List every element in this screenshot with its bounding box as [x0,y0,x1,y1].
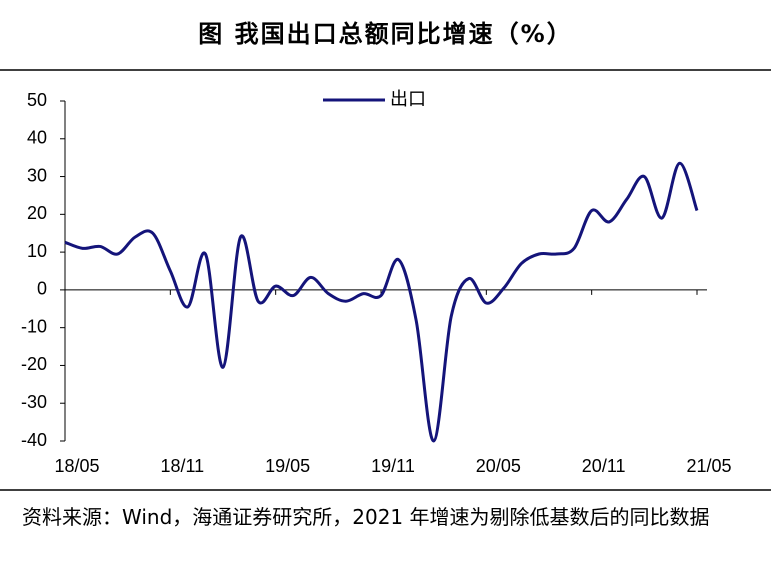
y-tick-label: -30 [21,392,47,412]
y-tick-label: 50 [27,90,47,110]
legend-label: 出口 [390,89,426,109]
chart-title: 图 我国出口总额同比增速（%） [198,20,573,48]
x-tick-label: 18/11 [160,456,204,476]
y-tick-label: -20 [21,354,47,374]
y-tick-label: 20 [27,203,47,223]
x-tick-label: 20/11 [582,456,626,476]
x-tick-label: 21/05 [686,456,731,476]
y-tick-label: 10 [27,241,47,261]
y-tick-label: 30 [27,165,47,185]
y-tick-label: -10 [21,316,47,336]
x-tick-label: 19/11 [371,456,415,476]
source-note: 资料来源：Wind，海通证券研究所，2021 年增速为剔除低基数后的同比数据 [22,505,710,529]
line-series [64,161,699,443]
y-tick-label: -40 [21,430,47,450]
x-tick-label: 20/05 [476,456,521,476]
y-tick-label: 40 [27,128,47,148]
y-tick-label: 0 [37,279,47,299]
x-tick-label: 19/05 [265,456,310,476]
x-tick-label: 18/05 [54,456,99,476]
